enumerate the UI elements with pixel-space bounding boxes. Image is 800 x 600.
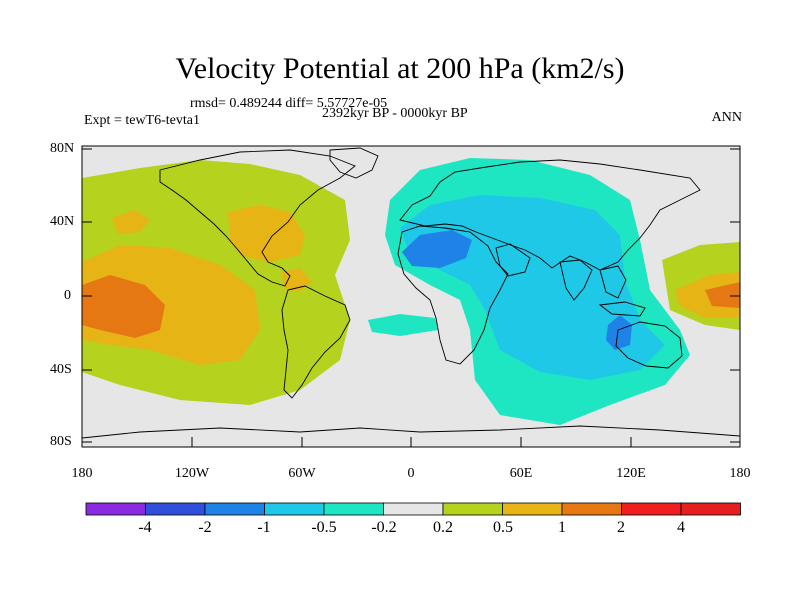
map-title: Velocity Potential at 200 hPa (km2/s) <box>175 52 625 85</box>
colorbar-label: -1 <box>257 519 271 536</box>
lat-label-80s: 80S <box>50 434 72 449</box>
axis-ticks <box>81 148 741 447</box>
lon-label-0: 0 <box>407 466 415 481</box>
neg-strong-region-africa <box>402 230 472 268</box>
colorbar-label: 1 <box>558 519 566 536</box>
colorbar-label: 2 <box>617 519 625 536</box>
colorbar-label: 0.5 <box>493 519 513 536</box>
colorbar-swatch <box>85 502 146 516</box>
experiment-label: Expt = tewT6-tevta1 <box>84 113 200 128</box>
lon-label-60w: 60W <box>288 466 316 481</box>
colorbar-label: -0.5 <box>311 519 337 536</box>
colorbar-swatch <box>621 502 682 516</box>
coastlines <box>82 147 740 439</box>
lon-label-120w: 120W <box>174 466 210 481</box>
colorbar-label: 0.2 <box>433 519 453 536</box>
neg-weak-region-southatlantic <box>368 314 438 336</box>
colorbar-label: -4 <box>138 519 152 536</box>
pos-mid-region-atlantic <box>228 205 305 262</box>
pos-strong-region-east-pacific <box>705 282 740 308</box>
colorbar-swatch <box>323 502 384 516</box>
colorbar-swatch <box>264 502 325 516</box>
neg-strong-region-indonesia <box>606 315 632 350</box>
colorbar-label: 4 <box>677 519 685 536</box>
colorbar-swatch <box>383 502 444 516</box>
colorbar-label: -0.2 <box>371 519 397 536</box>
colorbar <box>85 502 741 516</box>
colorbar-swatch <box>680 502 741 516</box>
lat-label-40n: 40N <box>50 214 75 229</box>
colorbar-swatch <box>204 502 265 516</box>
colorbar-swatch <box>502 502 563 516</box>
colorbar-swatch <box>145 502 206 516</box>
map-plot-area <box>82 146 740 447</box>
lat-label-0: 0 <box>64 288 71 303</box>
colorbar-swatch <box>561 502 622 516</box>
season-label: ANN <box>711 110 742 125</box>
colorbar-label: -2 <box>198 519 212 536</box>
lon-label-180e: 180 <box>729 466 751 481</box>
lon-label-120e: 120E <box>616 466 646 481</box>
lon-label-180w: 180 <box>71 466 93 481</box>
lon-label-60e: 60E <box>509 466 533 481</box>
period-label: 2392kyr BP - 0000kyr BP <box>322 106 468 121</box>
pos-strong-region-pacific <box>82 275 165 338</box>
rmsd-stats: rmsd= 0.489244 diff= 5.57727e-05 <box>190 96 388 111</box>
pos-mid-region-westnorth <box>112 210 150 234</box>
colorbar-swatch <box>442 502 503 516</box>
lat-label-40s: 40S <box>50 362 72 377</box>
lat-label-80n: 80N <box>50 141 75 156</box>
